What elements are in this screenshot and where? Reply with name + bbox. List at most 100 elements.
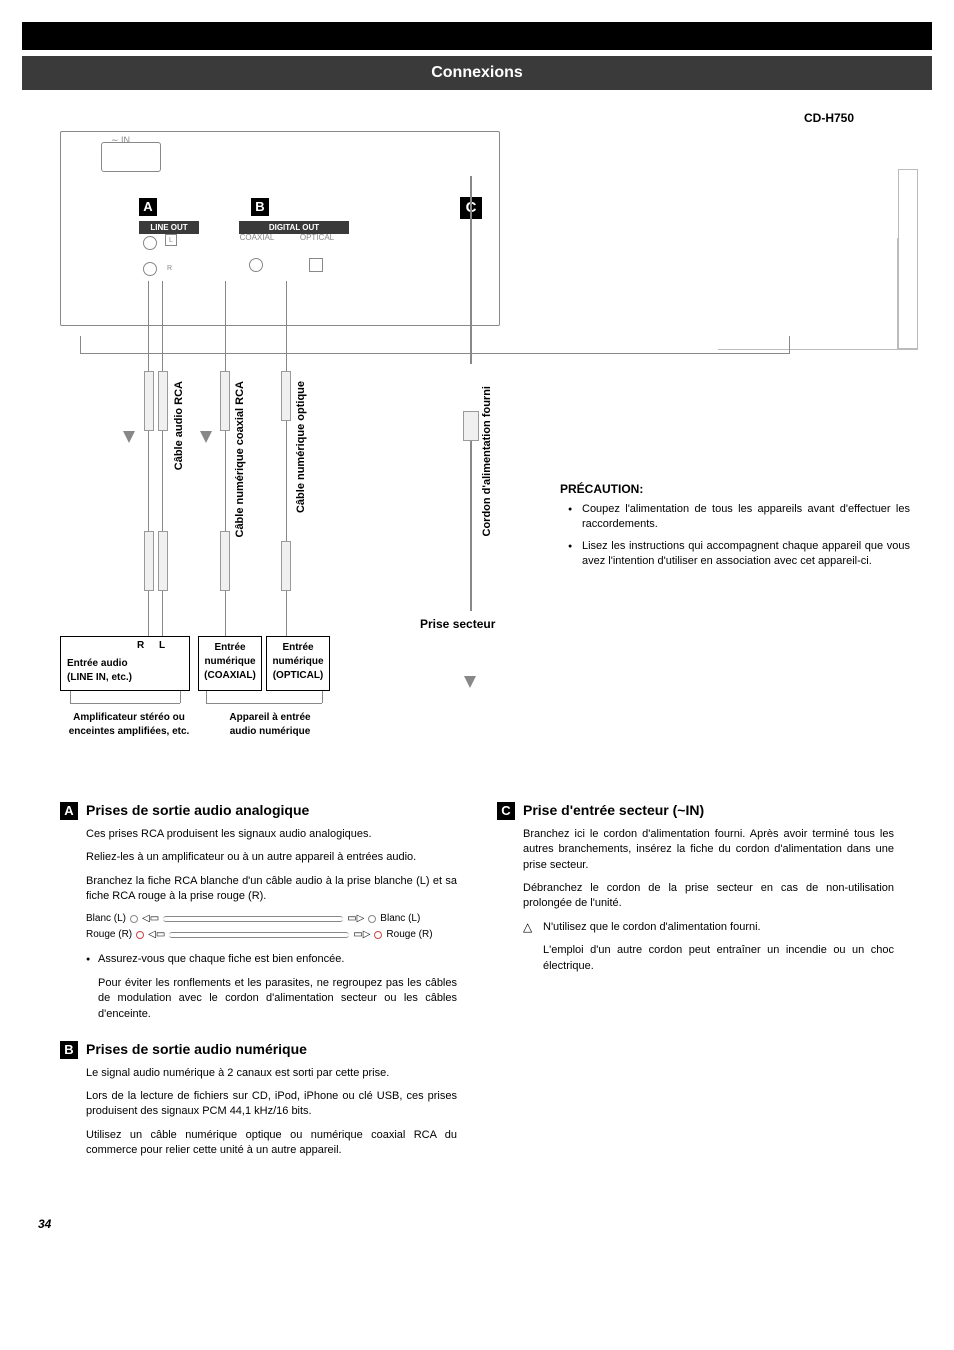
top-black-band [22,22,932,50]
dig-bracket [206,703,322,704]
cable-opt-label: Câble numérique optique [294,381,309,513]
marker-a: A [139,198,157,216]
power-arrow [464,676,476,688]
section-c-warn2: L'emploi d'un autre cordon peut entraîne… [523,943,894,974]
cable-opt-plug2 [281,541,291,591]
section-a-p1: Ces prises RCA produisent les signaux au… [86,827,457,842]
cable-a-plug1 [144,371,154,431]
digital-caption: Appareil à entrée audio numérique [210,711,330,739]
ac-inlet [101,142,161,172]
section-a-title: Prises de sortie audio analogique [86,801,309,821]
section-b-p1: Le signal audio numérique à 2 canaux est… [86,1066,457,1081]
cable-a-end2 [162,591,163,636]
rca-white-right: Blanc (L) [380,912,420,926]
cable-opt-plug1 [281,371,291,421]
coaxial-jack [249,258,263,272]
cable-a-plug4 [158,531,168,591]
left-column: A Prises de sortie audio analogique Ces … [60,801,457,1176]
rca-plug-icon [368,915,376,923]
cable-opt-line [286,281,287,371]
rca-red-right: Rouge (R) [386,928,432,942]
amp-bracket-r [180,691,181,703]
connection-diagram: ∼ IN A LINE OUT L R B DIGITAL OUT COAXIA… [60,131,894,781]
section-b-p2: Lors de la lecture de fichiers sur CD, i… [86,1089,457,1120]
precaution-title: PRÉCAUTION: [560,481,910,498]
dig-bracket-l [206,691,207,703]
cable-a-arrow [123,431,135,443]
section-b-p3: Utilisez un câble numérique optique ou n… [86,1128,457,1159]
back-panel: ∼ IN A LINE OUT L R B DIGITAL OUT COAXIA… [60,131,500,326]
section-c-title: Prise d'entrée secteur (~IN) [523,801,704,821]
rca-wire-bottom [169,932,349,938]
prise-secteur-label: Prise secteur [420,616,495,633]
section-a-p4: Pour éviter les ronflements et les paras… [86,976,457,1022]
coaxial-label: COAXIAL [237,232,277,243]
section-c-warn1: N'utilisez que le cordon d'alimentation … [523,920,894,935]
coax-in-box: Entrée numérique (COAXIAL) [198,636,262,691]
section-c-p2: Débranchez le cordon de la prise secteur… [523,881,894,912]
cable-a-label: Câble audio RCA [172,381,187,470]
precaution-item-1: Coupez l'alimentation de tous les appare… [572,502,910,533]
lineout-l-label: L [165,234,177,246]
opt-in-box: Entrée numérique (OPTICAL) [266,636,330,691]
power-line2 [470,441,472,611]
cable-b-wire [225,431,226,531]
power-plug [463,411,479,441]
cable-b-label: Câble numérique coaxial RCA [233,381,248,538]
audio-in-box: Entrée audio (LINE IN, etc.) [60,636,190,691]
cable-a-wire1 [148,431,149,531]
optical-jack [309,258,323,272]
cable-a-line1 [148,281,149,371]
marker-b: B [251,198,269,216]
lineout-r-jack [143,262,157,276]
rca-white-left: Blanc (L) [86,912,126,926]
cable-opt-wire [286,421,287,541]
rca-red-left: Rouge (R) [86,928,132,942]
amp-bracket [70,703,180,704]
tree-bracket [80,336,790,354]
amp-caption: Amplificateur stéréo ou enceintes amplif… [54,711,204,739]
section-a-marker: A [60,802,78,820]
rca-wire-top [163,916,343,922]
cable-b-end [225,591,226,636]
cable-a-end1 [148,591,149,636]
section-c-body: Branchez ici le cordon d'alimentation fo… [497,827,894,974]
cable-a-wire2 [162,431,163,531]
section-a-p3: Branchez la fiche RCA blanche d'un câble… [86,874,457,905]
cable-a-line2 [162,281,163,371]
section-c-head: C Prise d'entrée secteur (~IN) [497,801,894,821]
section-c-p1: Branchez ici le cordon d'alimentation fo… [523,827,894,873]
side-panel-right [898,169,918,349]
section-b-body: Le signal audio numérique à 2 canaux est… [60,1066,457,1159]
section-b-title: Prises de sortie audio numérique [86,1040,307,1060]
cable-b-plug1 [220,371,230,431]
section-a-p2: Reliez-les à un amplificateur ou à un au… [86,850,457,865]
section-a-body: Ces prises RCA produisent les signaux au… [60,827,457,1022]
section-b-head: B Prises de sortie audio numérique [60,1040,457,1060]
lineout-r-label: R [167,264,172,274]
lineout-l-jack [143,236,157,250]
cable-b-plug2 [220,531,230,591]
page-number: 34 [0,1206,954,1253]
precaution-item-2: Lisez les instructions qui accompagnent … [572,539,910,570]
dig-bracket-r [322,691,323,703]
section-a-head: A Prises de sortie audio analogique [60,801,457,821]
digitalout-group: DIGITAL OUT COAXIAL OPTICAL [239,218,359,235]
precaution-box: PRÉCAUTION: Coupez l'alimentation de tou… [560,481,910,575]
cable-opt-end [286,591,287,636]
title-band: Connexions [22,56,932,90]
section-a-bullet: Assurez-vous que chaque fiche est bien e… [86,952,457,967]
rca-plug-icon [130,915,138,923]
power-line1 [470,176,472,364]
section-b-marker: B [60,1041,78,1059]
model-label: CD-H750 [60,110,894,127]
optical-label: OPTICAL [297,232,337,243]
cable-b-line [225,281,226,371]
section-c-marker: C [497,802,515,820]
power-label: Cordon d'alimentation fourni [480,386,495,537]
cable-a-plug3 [144,531,154,591]
right-column: C Prise d'entrée secteur (~IN) Branchez … [497,801,894,1176]
text-columns: A Prises de sortie audio analogique Ces … [60,801,894,1176]
cable-a-plug2 [158,371,168,431]
lineout-group: LINE OUT L R [139,218,219,235]
